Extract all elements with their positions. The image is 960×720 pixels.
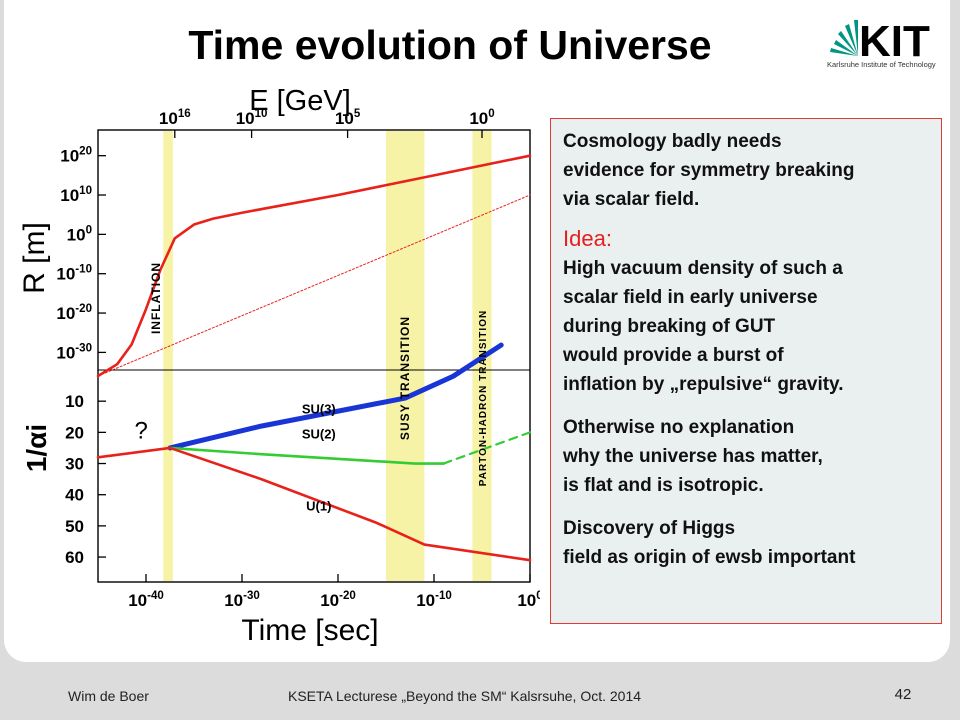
bottom-tick-label: 10-10 <box>416 590 452 610</box>
r-tick-label: 10-30 <box>56 342 92 362</box>
r-tick-label: 1020 <box>60 146 92 166</box>
footer-author: Wim de Boer <box>68 688 149 704</box>
textbox-line: would provide a burst of <box>563 345 784 366</box>
textbox-line: Otherwise no explanation <box>563 417 795 438</box>
r-tick-label: 10-20 <box>56 303 92 323</box>
textbox-line: during breaking of GUT <box>563 316 776 337</box>
slide-title: Time evolution of Universe <box>188 22 712 68</box>
alpha-tick-label: 50 <box>65 517 84 536</box>
textbox-line: is flat and is isotropic. <box>563 475 764 496</box>
alpha-tick-label: 60 <box>65 548 84 567</box>
top-tick-label: 100 <box>469 108 494 128</box>
r-tick-label: 1010 <box>60 185 92 205</box>
r-axis-title: R [m] <box>18 222 51 294</box>
footer-event: KSETA Lecturese „Beyond the SM“ Kalsrsuh… <box>288 688 642 704</box>
bottom-tick-label: 10-30 <box>224 590 260 610</box>
series-radius-without-inflation <box>97 194 531 377</box>
series-radius-with-inflation <box>96 154 532 378</box>
band-label: INFLATION <box>149 262 163 334</box>
series-label-su3: SU(3) <box>302 402 336 417</box>
kit-logo-subtitle: Karlsruhe Institute of Technology <box>827 60 936 69</box>
series-label-u1: U(1) <box>306 498 331 513</box>
series-U(1) <box>168 446 532 562</box>
kit-logo: KIT <box>830 17 930 66</box>
alpha-tick-label: 20 <box>65 423 84 442</box>
top-axis-title: E [GeV] <box>249 88 351 117</box>
kit-logo-fan-icon <box>830 20 858 56</box>
textbox-line: via scalar field. <box>563 189 700 210</box>
bottom-tick-label: 100 <box>517 590 540 610</box>
band-inflation <box>163 131 173 581</box>
band-susy-transition <box>386 131 425 581</box>
alpha-tick-label: 10 <box>65 392 84 411</box>
r-tick-label: 10-10 <box>56 264 92 284</box>
band-label: SUSY TRANSITION <box>398 316 412 440</box>
alpha-tick-label: 40 <box>65 486 84 505</box>
series-SU(3) <box>167 342 504 451</box>
alpha-tick-label: 30 <box>65 455 84 474</box>
page-number: 42 <box>894 686 912 703</box>
bottom-tick-label: 10-20 <box>320 590 356 610</box>
idea-label: Idea: <box>563 226 612 251</box>
r-tick-label: 100 <box>67 224 92 244</box>
bottom-tick-label: 10-40 <box>128 590 164 610</box>
plot-frame <box>97 129 531 583</box>
textbox-line: scalar field in early universe <box>563 287 818 308</box>
series-SU(2)-extension <box>442 431 532 465</box>
top-tick-label: 1016 <box>159 108 191 128</box>
series-label-su2: SU(2) <box>302 427 336 442</box>
bottom-axis-title: Time [sec] <box>241 614 378 647</box>
top-tick-label: 1010 <box>236 108 268 128</box>
kit-logo-text: KIT <box>859 17 930 66</box>
unification-question-mark: ? <box>135 418 148 445</box>
series-pre-unification <box>96 446 172 459</box>
band-label: PARTON-HADRON TRANSITION <box>478 310 489 486</box>
textbox-line: field as origin of ewsb important <box>563 547 856 568</box>
textbox-line: Cosmology badly needs <box>563 131 782 152</box>
textbox-line: evidence for symmetry breaking <box>563 160 855 181</box>
explanation-textbox: Cosmology badly needs evidence for symmet… <box>550 118 942 624</box>
series-SU(2) <box>168 446 445 465</box>
textbox-line: inflation by „repulsive“ gravity. <box>563 374 844 395</box>
top-tick-label: 105 <box>335 108 361 128</box>
textbox-line: Discovery of Higgs <box>563 518 736 539</box>
textbox-line: High vacuum density of such a <box>563 258 843 279</box>
alpha-axis-title: 1/αi <box>21 424 52 472</box>
textbox-line: why the universe has matter, <box>563 446 823 467</box>
